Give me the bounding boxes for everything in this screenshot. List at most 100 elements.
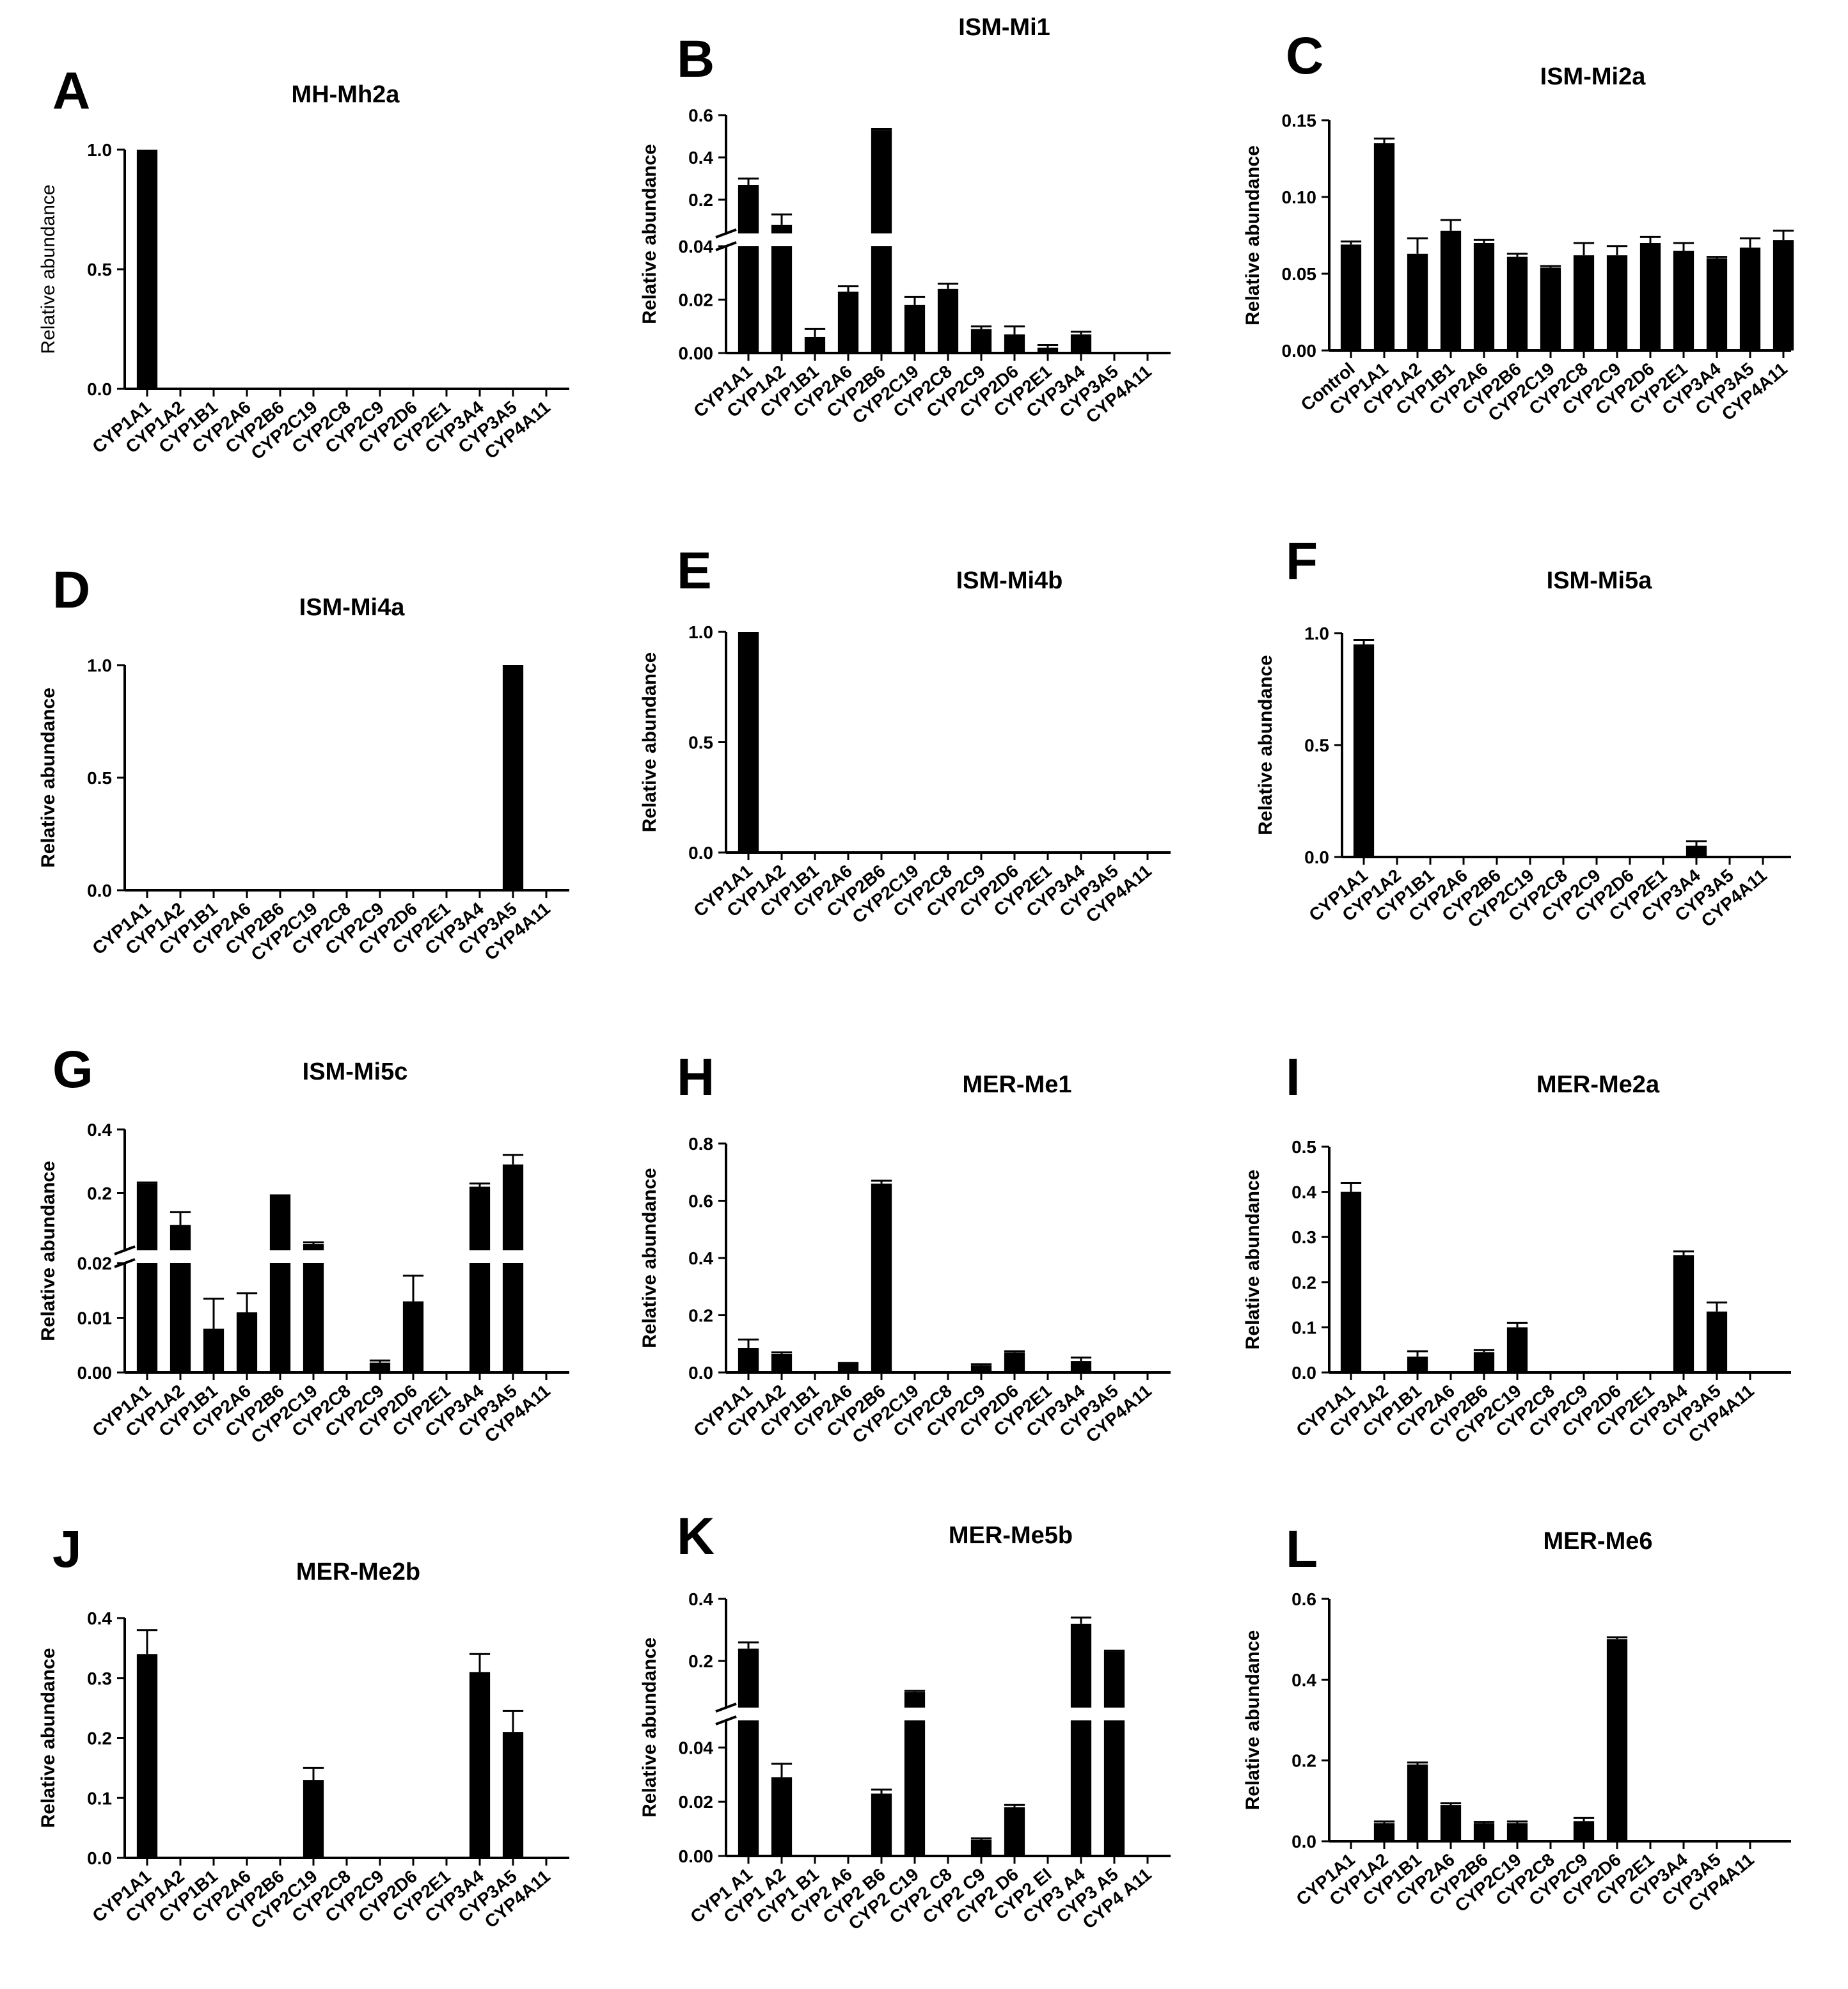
- bar: [1540, 267, 1561, 350]
- panel-letter: B: [677, 30, 715, 88]
- y-tick-label: 1.0: [688, 622, 713, 642]
- bar-break-gap: [168, 1250, 193, 1263]
- panel-title: ISM-Mi5a: [1547, 567, 1653, 594]
- y-axis-label: Relative abundance: [639, 652, 660, 833]
- bar: [402, 1301, 424, 1372]
- bar: [1373, 1823, 1395, 1841]
- bar: [771, 224, 793, 353]
- bar: [1340, 244, 1362, 350]
- bar: [1706, 1311, 1728, 1372]
- y-tick-label: 0.2: [1291, 1751, 1316, 1771]
- bar-break-gap: [1069, 1708, 1093, 1720]
- y-tick-label: 0.2: [688, 1651, 713, 1671]
- panel-title: MH-Mh2a: [292, 81, 400, 108]
- y-tick-label: 0.05: [1282, 264, 1317, 284]
- y-tick-label: 0.10: [1282, 187, 1317, 207]
- y-tick-label: 0.0: [1291, 1832, 1316, 1851]
- y-tick-label: 0.2: [87, 1183, 112, 1203]
- bar: [871, 1793, 892, 1856]
- y-tick-label: 0.4: [688, 1248, 713, 1268]
- panel-b: B ISM-Mi1 Relative abundance 0.00 0.02 0.04 0.…: [639, 14, 1171, 428]
- y-tick-label: 1.0: [1304, 624, 1329, 643]
- y-axis-label: Relative abundance: [1242, 1170, 1263, 1350]
- bar: [469, 1186, 491, 1372]
- bar: [1103, 1651, 1125, 1856]
- y-tick-label: 0.0: [87, 379, 112, 399]
- y-tick-label: 0.02: [679, 290, 714, 310]
- y-axis-label: Relative abundance: [639, 144, 660, 324]
- bar: [771, 1777, 793, 1856]
- panel-h: H MER-Me1 Relative abundance 0.0 0.2 0.4 0.6 0.…: [639, 1048, 1171, 1447]
- bar: [170, 1225, 191, 1372]
- y-tick-label: 0.02: [77, 1254, 113, 1273]
- bar: [1070, 1361, 1092, 1372]
- y-axis-label: Relative abundance: [1242, 1630, 1263, 1811]
- y-tick-label: 0.8: [688, 1134, 713, 1154]
- bar-break-gap: [301, 1250, 326, 1263]
- axis-break-mark: [715, 1702, 737, 1713]
- panel-letter: G: [52, 1041, 93, 1099]
- panel-title: ISM-Mi4a: [299, 594, 406, 621]
- panel-letter: C: [1286, 27, 1323, 85]
- bar: [1606, 255, 1628, 350]
- bar: [1473, 243, 1495, 350]
- bar: [970, 329, 992, 353]
- bar: [1440, 1805, 1462, 1841]
- panel-title: ISM-Mi4b: [956, 567, 1063, 594]
- panel-letter: A: [52, 62, 90, 120]
- bar: [502, 1164, 524, 1372]
- y-tick-label: 0.4: [87, 1608, 112, 1628]
- panel-k: K MER-Me5b Relative abundance 0.00 0.02 0.04 0…: [639, 1507, 1171, 1934]
- y-tick-label: 0.2: [688, 1306, 713, 1326]
- y-tick-label: 0.4: [87, 1120, 112, 1140]
- bar: [771, 1353, 793, 1372]
- y-tick-label: 0.0: [688, 1363, 713, 1383]
- panel-title: MER-Me2a: [1536, 1071, 1660, 1098]
- bar-break-gap: [468, 1250, 492, 1263]
- panel-title: ISM-Mi2a: [1540, 63, 1647, 90]
- y-tick-label: 0.4: [1291, 1670, 1316, 1690]
- bar: [303, 1244, 324, 1372]
- y-tick-label: 0.0: [688, 843, 713, 863]
- bar: [1639, 243, 1661, 350]
- y-tick-label: 0.01: [77, 1309, 113, 1328]
- bar-break-gap: [736, 233, 761, 246]
- panel-letter: E: [677, 542, 712, 600]
- y-axis-label: Relative abundance: [639, 1168, 660, 1348]
- panel-title: MER-Me5b: [949, 1522, 1073, 1549]
- panel-letter: I: [1286, 1048, 1300, 1106]
- bar: [1573, 1821, 1595, 1841]
- panel-c: C ISM-Mi2a Relative abundance 0.00 0.05 0.10 0…: [1242, 27, 1794, 425]
- bar: [502, 1732, 524, 1858]
- y-tick-label: 0.00: [679, 1846, 714, 1866]
- bar: [203, 1328, 225, 1372]
- y-tick-label: 0.04: [679, 237, 714, 256]
- bar: [738, 1348, 759, 1372]
- bar: [1440, 230, 1462, 350]
- bar: [1473, 1352, 1495, 1372]
- panel-title: ISM-Mi5c: [303, 1058, 408, 1085]
- bar: [1506, 1327, 1528, 1372]
- bar: [1606, 1639, 1628, 1841]
- panel-title: MER-Me2b: [296, 1559, 420, 1585]
- y-tick-label: 0.00: [77, 1363, 113, 1383]
- bar: [1340, 1191, 1362, 1372]
- bar: [1573, 255, 1595, 350]
- y-tick-label: 1.0: [87, 656, 112, 675]
- bar: [1739, 248, 1761, 350]
- bar: [804, 336, 826, 353]
- y-tick-label: 0.6: [688, 106, 713, 125]
- y-axis-label: Relative abundance: [1242, 145, 1263, 326]
- y-tick-label: 0.0: [1291, 1363, 1316, 1383]
- bar: [738, 1648, 759, 1856]
- panel-letter: D: [52, 561, 90, 619]
- y-axis-label: Relative abundance: [38, 1161, 59, 1341]
- bar: [1506, 256, 1528, 350]
- bar: [738, 632, 759, 853]
- bar: [1473, 1823, 1495, 1841]
- y-tick-label: 0.6: [688, 1191, 713, 1211]
